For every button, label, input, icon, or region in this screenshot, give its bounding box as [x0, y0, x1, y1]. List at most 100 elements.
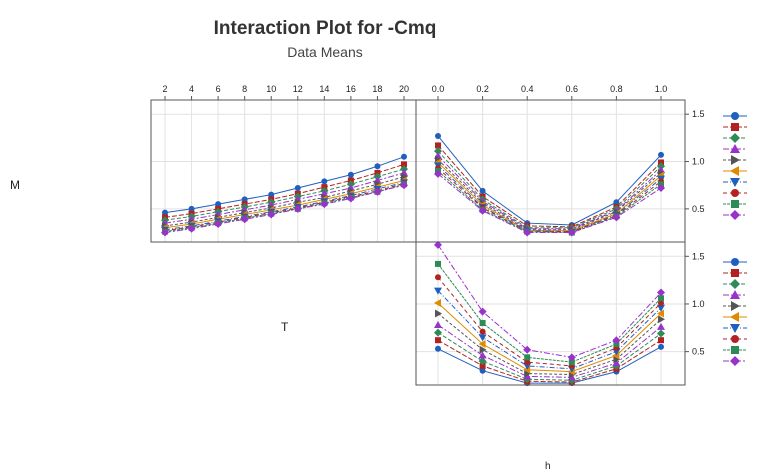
- x-tick-label: 10: [266, 84, 276, 94]
- data-point: [567, 353, 576, 362]
- series-line: [437, 263, 662, 363]
- data-point: [434, 147, 442, 156]
- legend-marker: [731, 301, 740, 311]
- data-point: [523, 228, 532, 237]
- panel-M-by-h: 0.0 0.2 0.4 0.6 0.8 1.0 0.5 1.0 1.5: [415, 84, 705, 243]
- data-point: [161, 228, 169, 237]
- series-line: [437, 332, 662, 381]
- data-point: [612, 359, 621, 367]
- x-tick-label: 12: [293, 84, 303, 94]
- data-point: [478, 357, 487, 366]
- data-point: [658, 300, 664, 307]
- data-point: [479, 362, 486, 369]
- data-point: [435, 274, 441, 281]
- data-point: [657, 322, 665, 330]
- factor-label-h: h: [545, 461, 551, 472]
- data-point: [214, 220, 223, 229]
- chart-title: Interaction Plot for -Cmq: [213, 18, 437, 39]
- factor-label-t: T: [281, 320, 289, 334]
- x-tick-label: 0.2: [476, 84, 489, 94]
- x-tick-label: 6: [216, 84, 221, 94]
- x-tick-label: 16: [346, 84, 356, 94]
- data-point: [478, 307, 487, 316]
- y-tick-label: 1.0: [692, 299, 705, 309]
- data-point: [347, 171, 354, 178]
- series-line: [437, 324, 662, 378]
- series-line: [437, 155, 662, 230]
- data-point: [567, 228, 576, 237]
- data-point: [524, 369, 532, 378]
- series-line: [164, 168, 405, 221]
- legend-marker: [730, 356, 740, 366]
- data-point: [434, 287, 442, 295]
- data-point: [320, 200, 329, 209]
- series-line: [437, 164, 662, 233]
- data-point: [188, 205, 195, 212]
- data-point: [568, 359, 575, 366]
- data-point: [523, 362, 532, 370]
- x-tick-label: 2: [162, 84, 167, 94]
- data-point: [524, 359, 531, 366]
- data-point: [523, 345, 532, 354]
- x-tick-label: 0.6: [566, 84, 579, 94]
- data-point: [479, 328, 486, 335]
- x-tick-label: 20: [399, 84, 409, 94]
- series-line: [437, 135, 662, 226]
- legend-marker: [730, 144, 740, 153]
- series-line: [437, 290, 662, 370]
- data-point: [435, 260, 441, 267]
- series-line: [164, 184, 405, 234]
- data-point: [657, 304, 665, 312]
- data-point: [401, 161, 407, 168]
- data-point: [479, 367, 486, 374]
- data-point: [267, 210, 276, 219]
- data-point: [434, 240, 442, 249]
- data-point: [401, 172, 408, 181]
- x-tick-label: 0.8: [610, 84, 623, 94]
- series-line: [437, 244, 662, 358]
- legend-marker: [730, 133, 740, 143]
- legend-marker: [730, 166, 739, 176]
- data-point: [374, 163, 381, 170]
- data-point: [434, 299, 441, 308]
- x-tick-label: 18: [372, 84, 382, 94]
- series-line: [164, 172, 405, 224]
- data-point: [524, 354, 531, 361]
- panel-frame: [415, 241, 686, 386]
- data-point: [294, 185, 301, 192]
- series-line: [164, 181, 405, 231]
- panel-T-by-h: 0.5 1.0 1.5: [415, 240, 705, 387]
- data-point: [657, 184, 665, 193]
- x-tick-label: 4: [189, 84, 194, 94]
- data-point: [478, 340, 486, 349]
- legend-marker: [731, 258, 739, 266]
- legend-marker: [731, 269, 739, 277]
- data-point: [613, 199, 620, 206]
- data-point: [162, 209, 168, 216]
- y-tick-label: 0.5: [692, 347, 705, 357]
- x-tick-label: 0.4: [521, 84, 534, 94]
- data-point: [400, 181, 408, 190]
- data-point: [187, 224, 196, 233]
- data-point: [435, 132, 441, 139]
- data-point: [478, 334, 487, 342]
- data-point: [435, 337, 441, 344]
- y-tick-label: 1.5: [692, 109, 705, 119]
- data-point: [658, 295, 664, 302]
- series-line: [164, 179, 405, 229]
- series-line: [164, 182, 405, 232]
- chart-subtitle: Data Means: [287, 44, 363, 60]
- x-tick-label: 0.0: [432, 84, 445, 94]
- legend-marker: [730, 279, 740, 289]
- panel-M-by-T: 2 4 6 8 10 12 14 16 18 20: [150, 84, 417, 243]
- data-point: [658, 315, 665, 324]
- data-point: [657, 309, 664, 318]
- data-point: [658, 151, 664, 158]
- series-line: [437, 150, 662, 229]
- data-point: [346, 194, 355, 203]
- data-point: [657, 329, 665, 338]
- series-line: [164, 163, 405, 218]
- legend-marker: [731, 189, 739, 197]
- data-point: [435, 309, 442, 318]
- series-line: [437, 276, 662, 367]
